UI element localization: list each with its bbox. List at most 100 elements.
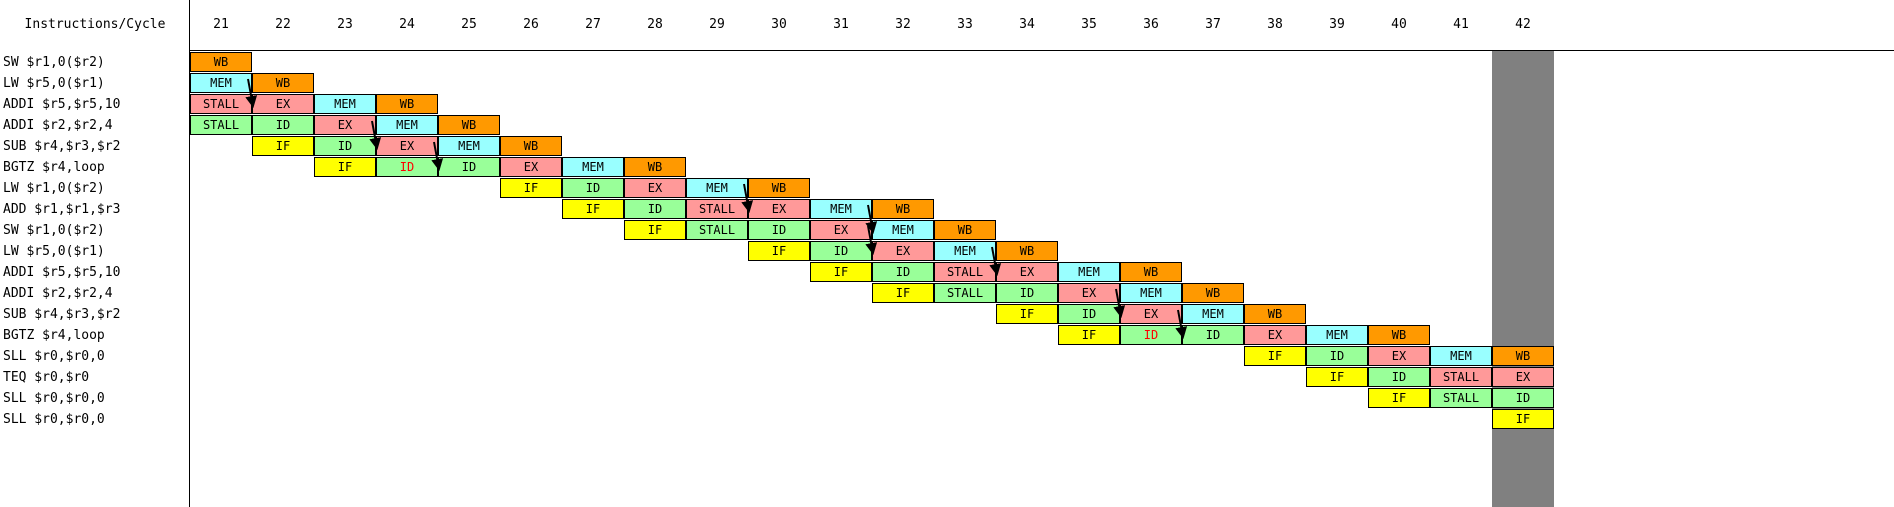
stage-wb-cell: WB bbox=[624, 157, 686, 177]
instruction-label: ADDI $r5,$r5,10 bbox=[3, 97, 121, 112]
instruction-label: BGTZ $r4,loop bbox=[3, 328, 105, 343]
stage-id-cell: ID bbox=[1306, 346, 1368, 366]
instruction-label: SLL $r0,$r0,0 bbox=[3, 349, 105, 364]
stage-wb-cell: WB bbox=[1120, 262, 1182, 282]
stage-if-cell: IF bbox=[562, 199, 624, 219]
label-divider bbox=[189, 0, 190, 507]
stage-stall-cell: STALL bbox=[686, 199, 748, 219]
instruction-label: SLL $r0,$r0,0 bbox=[3, 412, 105, 427]
cycle-header: 23 bbox=[337, 17, 353, 32]
stage-id-cell: ID bbox=[996, 283, 1058, 303]
instruction-label: SW $r1,0($r2) bbox=[3, 55, 105, 70]
stage-ex-cell: EX bbox=[996, 262, 1058, 282]
stage-wb-cell: WB bbox=[438, 115, 500, 135]
stage-id-cell: ID bbox=[624, 199, 686, 219]
stage-if-cell: IF bbox=[748, 241, 810, 261]
stage-id-cell: ID bbox=[810, 241, 872, 261]
stage-stall-cell: STALL bbox=[686, 220, 748, 240]
stage-ex-cell: EX bbox=[314, 115, 376, 135]
stage-if-cell: IF bbox=[872, 283, 934, 303]
cycle-header: 40 bbox=[1391, 17, 1407, 32]
stage-if-cell: IF bbox=[624, 220, 686, 240]
instruction-label: LW $r5,0($r1) bbox=[3, 76, 105, 91]
stage-wb-cell: WB bbox=[190, 52, 252, 72]
stage-id-cell: ID bbox=[438, 157, 500, 177]
stage-ex-cell: EX bbox=[1244, 325, 1306, 345]
instruction-label: LW $r5,0($r1) bbox=[3, 244, 105, 259]
stage-wb-cell: WB bbox=[500, 136, 562, 156]
stage-mem-cell: MEM bbox=[376, 115, 438, 135]
stage-wb-cell: WB bbox=[1244, 304, 1306, 324]
instruction-label: ADD $r1,$r1,$r3 bbox=[3, 202, 121, 217]
stage-ex-cell: EX bbox=[1058, 283, 1120, 303]
stage-id-cell: ID bbox=[748, 220, 810, 240]
stage-ex-cell: EX bbox=[810, 220, 872, 240]
header-divider bbox=[189, 50, 1894, 51]
stage-ex-cell: EX bbox=[624, 178, 686, 198]
cycle-header: 35 bbox=[1081, 17, 1097, 32]
instruction-label: ADDI $r2,$r2,4 bbox=[3, 118, 113, 133]
stage-if-cell: IF bbox=[500, 178, 562, 198]
stage-id-cell: ID bbox=[1058, 304, 1120, 324]
cycle-header: 32 bbox=[895, 17, 911, 32]
stage-id-cell: ID bbox=[1120, 325, 1182, 345]
header-instructions-cycle: Instructions/Cycle bbox=[24, 17, 166, 32]
stage-id-cell: ID bbox=[1368, 367, 1430, 387]
stage-stall-cell: STALL bbox=[1430, 388, 1492, 408]
stage-if-cell: IF bbox=[1368, 388, 1430, 408]
stage-stall-cell: STALL bbox=[934, 283, 996, 303]
cycle-header: 34 bbox=[1019, 17, 1035, 32]
stage-ex-cell: EX bbox=[1120, 304, 1182, 324]
cycle-header: 36 bbox=[1143, 17, 1159, 32]
instruction-label: LW $r1,0($r2) bbox=[3, 181, 105, 196]
cycle-header: 26 bbox=[523, 17, 539, 32]
stage-stall-cell: STALL bbox=[190, 94, 252, 114]
stage-wb-cell: WB bbox=[376, 94, 438, 114]
stage-wb-cell: WB bbox=[934, 220, 996, 240]
stage-id-cell: ID bbox=[1492, 388, 1554, 408]
instruction-label: SW $r1,0($r2) bbox=[3, 223, 105, 238]
stage-mem-cell: MEM bbox=[1058, 262, 1120, 282]
cycle-header: 28 bbox=[647, 17, 663, 32]
stage-id-cell: ID bbox=[376, 157, 438, 177]
stage-wb-cell: WB bbox=[996, 241, 1058, 261]
cycle-header: 39 bbox=[1329, 17, 1345, 32]
cycle-header: 29 bbox=[709, 17, 725, 32]
stage-ex-cell: EX bbox=[748, 199, 810, 219]
stage-mem-cell: MEM bbox=[1306, 325, 1368, 345]
instruction-label: ADDI $r5,$r5,10 bbox=[3, 265, 121, 280]
stage-mem-cell: MEM bbox=[1120, 283, 1182, 303]
stage-id-cell: ID bbox=[562, 178, 624, 198]
stage-mem-cell: MEM bbox=[562, 157, 624, 177]
highlight-column bbox=[1492, 51, 1554, 507]
stage-id-cell: ID bbox=[1182, 325, 1244, 345]
instruction-label: ADDI $r2,$r2,4 bbox=[3, 286, 113, 301]
stage-ex-cell: EX bbox=[872, 241, 934, 261]
stage-wb-cell: WB bbox=[1368, 325, 1430, 345]
stage-if-cell: IF bbox=[1306, 367, 1368, 387]
cycle-header: 30 bbox=[771, 17, 787, 32]
stage-stall-cell: STALL bbox=[1430, 367, 1492, 387]
stage-id-cell: ID bbox=[314, 136, 376, 156]
stage-mem-cell: MEM bbox=[872, 220, 934, 240]
cycle-header: 42 bbox=[1515, 17, 1531, 32]
stage-ex-cell: EX bbox=[500, 157, 562, 177]
stage-stall-cell: STALL bbox=[934, 262, 996, 282]
cycle-header: 38 bbox=[1267, 17, 1283, 32]
instruction-label: TEQ $r0,$r0 bbox=[3, 370, 90, 385]
instruction-label: SUB $r4,$r3,$r2 bbox=[3, 307, 121, 322]
stage-ex-cell: EX bbox=[376, 136, 438, 156]
stage-if-cell: IF bbox=[996, 304, 1058, 324]
cycle-header: 25 bbox=[461, 17, 477, 32]
stage-ex-cell: EX bbox=[1368, 346, 1430, 366]
instruction-label: SLL $r0,$r0,0 bbox=[3, 391, 105, 406]
stage-mem-cell: MEM bbox=[1430, 346, 1492, 366]
stage-mem-cell: MEM bbox=[1182, 304, 1244, 324]
stage-if-cell: IF bbox=[1492, 409, 1554, 429]
cycle-header: 24 bbox=[399, 17, 415, 32]
cycle-header: 27 bbox=[585, 17, 601, 32]
stage-mem-cell: MEM bbox=[314, 94, 376, 114]
stage-wb-cell: WB bbox=[748, 178, 810, 198]
stage-mem-cell: MEM bbox=[438, 136, 500, 156]
